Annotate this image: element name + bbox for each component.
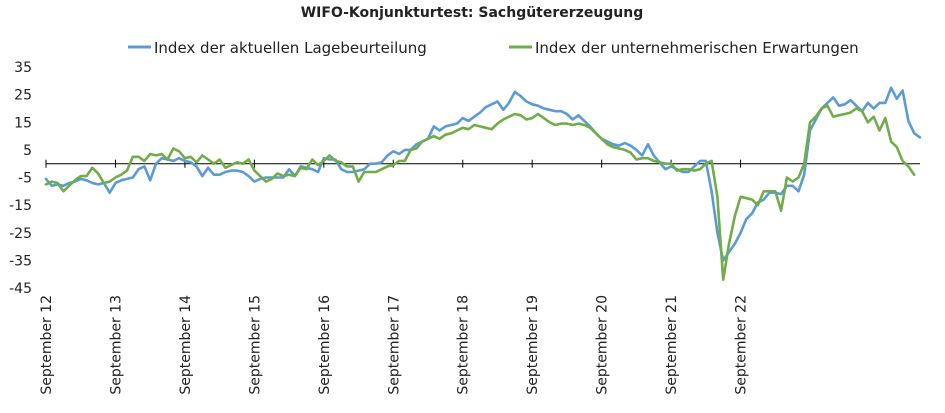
x-tick-label: September 19 xyxy=(525,295,541,395)
y-tick-label: -35 xyxy=(9,253,32,269)
series-layer xyxy=(44,86,922,282)
series-line-erwartungen xyxy=(44,104,916,282)
x-axis: September 12 September 13 September 14 Sept… xyxy=(39,159,750,395)
legend: Index der aktuellen Lagebeurteilung Inde… xyxy=(128,39,859,57)
x-tick-label: September 16 xyxy=(317,295,333,395)
y-axis: 35 25 15 5 -5 -15 -25 -35 -45 xyxy=(9,60,920,297)
chart-title: WIFO-Konjunkturtest: Sachgütererzeugung xyxy=(301,5,644,21)
x-tick-label: September 20 xyxy=(595,295,611,395)
legend-label-lage: Index der aktuellen Lagebeurteilung xyxy=(154,39,427,57)
x-tick-label: September 13 xyxy=(108,295,124,395)
x-tick-label: September 21 xyxy=(664,295,680,395)
y-tick-label: 25 xyxy=(14,88,32,104)
x-tick-label: September 17 xyxy=(386,295,402,395)
x-tick-label: September 18 xyxy=(456,295,472,395)
y-tick-label: -5 xyxy=(18,171,32,187)
y-tick-label: 15 xyxy=(14,115,32,131)
series-line-lage xyxy=(44,86,922,262)
y-tick-label: -45 xyxy=(9,281,32,297)
x-tick-label: September 22 xyxy=(734,295,750,395)
legend-label-erwartungen: Index der unternehmerischen Erwartungen xyxy=(535,39,859,57)
y-tick-label: 35 xyxy=(14,60,32,76)
x-tick-label: September 12 xyxy=(39,295,55,395)
x-tick-label: September 15 xyxy=(247,295,263,395)
x-tick-label: September 14 xyxy=(178,295,194,395)
y-tick-label: -25 xyxy=(9,226,32,242)
y-tick-label: -15 xyxy=(9,198,32,214)
y-tick-label: 5 xyxy=(23,143,32,159)
